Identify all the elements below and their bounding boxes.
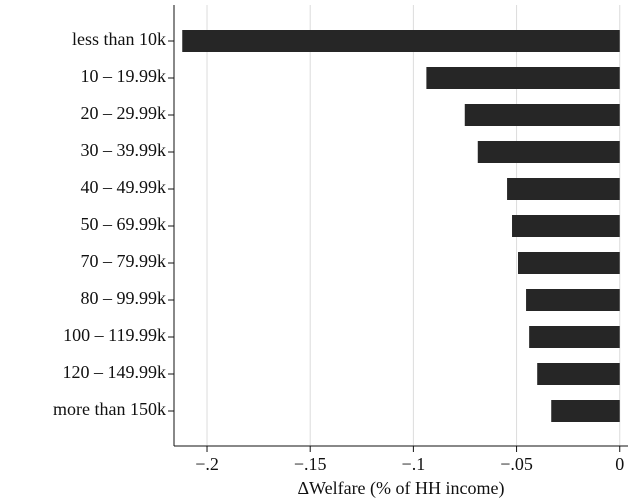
- y-tick-label: less than 10k: [72, 29, 166, 49]
- bar: [537, 363, 620, 385]
- bar: [529, 326, 620, 348]
- y-tick-label: 120 – 149.99k: [63, 362, 167, 382]
- bar: [477, 141, 620, 163]
- bar: [507, 178, 620, 200]
- x-tick-label: 0: [615, 454, 624, 474]
- bar: [551, 400, 620, 422]
- y-tick-label: 50 – 69.99k: [81, 214, 167, 234]
- y-tick-label: 100 – 119.99k: [63, 325, 166, 345]
- x-tick-label: −.15: [294, 454, 327, 474]
- bar: [518, 252, 620, 274]
- x-axis-label: ΔWelfare (% of HH income): [297, 478, 504, 499]
- bar: [464, 104, 620, 126]
- x-tick-label: −.1: [402, 454, 426, 474]
- bar: [512, 215, 620, 237]
- y-tick-label: 20 – 29.99k: [81, 103, 167, 123]
- x-tick-label: −.2: [195, 454, 219, 474]
- y-tick-label: 70 – 79.99k: [81, 251, 167, 271]
- bar: [426, 67, 620, 89]
- y-tick-label: 10 – 19.99k: [81, 66, 167, 86]
- bar: [526, 289, 620, 311]
- y-tick-label: 40 – 49.99k: [81, 177, 167, 197]
- y-tick-label: 30 – 39.99k: [81, 140, 167, 160]
- y-tick-label: 80 – 99.99k: [81, 288, 167, 308]
- y-tick-label: more than 150k: [53, 399, 166, 419]
- x-tick-label: −.05: [500, 454, 533, 474]
- bar: [182, 30, 620, 52]
